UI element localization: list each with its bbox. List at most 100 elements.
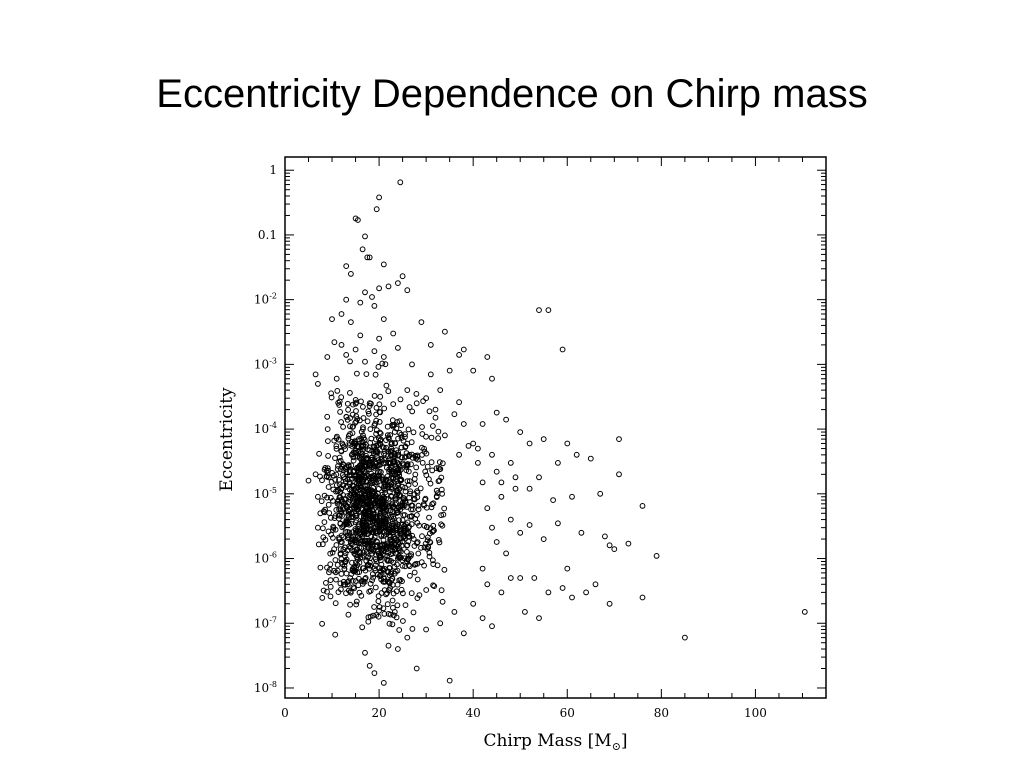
data-point: [381, 566, 388, 572]
data-point: [397, 396, 404, 403]
data-point: [401, 512, 408, 518]
data-point: [362, 567, 369, 574]
data-point: [639, 594, 646, 601]
data-point: [408, 590, 415, 597]
data-point: [374, 571, 381, 578]
data-point: [398, 431, 405, 438]
data-point: [517, 529, 524, 536]
data-point: [334, 388, 341, 394]
data-point: [369, 529, 375, 535]
data-point: [433, 487, 440, 494]
data-point: [384, 464, 390, 471]
data-point: [427, 371, 434, 378]
data-point: [357, 299, 364, 306]
data-point: [387, 432, 394, 438]
data-point: [348, 271, 354, 277]
data-point: [400, 618, 406, 624]
data-point: [409, 451, 415, 458]
data-point: [367, 580, 374, 587]
data-point: [395, 646, 401, 652]
data-point: [430, 500, 437, 507]
x-tick-labels: 0 20 40 60 80 100: [281, 706, 767, 720]
data-point: [389, 520, 396, 527]
data-point: [408, 551, 415, 558]
data-point: [398, 476, 405, 483]
data-point: [409, 361, 415, 368]
data-point: [479, 615, 486, 621]
data-point: [367, 426, 374, 433]
data-point: [399, 483, 406, 490]
data-point: [373, 520, 380, 527]
data-point: [367, 439, 374, 446]
data-point: [540, 436, 547, 443]
data-point: [333, 576, 339, 583]
data-point: [393, 537, 400, 543]
data-point: [403, 504, 410, 510]
data-point: [366, 254, 373, 261]
data-point: [341, 565, 348, 572]
data-point: [438, 512, 445, 519]
data-point: [385, 611, 392, 617]
x-tick-label: 80: [654, 706, 669, 720]
data-point: [331, 546, 338, 553]
data-point: [435, 537, 442, 543]
x-tick-label: 0: [281, 706, 289, 720]
data-point: [396, 627, 403, 633]
data-point: [341, 581, 347, 588]
data-point: [389, 597, 396, 604]
data-point: [383, 591, 389, 598]
data-point: [361, 514, 367, 520]
data-point: [377, 430, 384, 437]
data-point: [438, 474, 445, 481]
data-point: [352, 447, 359, 454]
data-point: [359, 581, 366, 587]
data-point: [372, 420, 379, 427]
data-point: [437, 620, 444, 627]
data-point: [336, 398, 343, 405]
data-point: [333, 445, 340, 452]
data-point: [363, 531, 370, 538]
data-point: [404, 440, 411, 447]
data-point: [498, 493, 505, 500]
data-point: [356, 480, 363, 487]
data-point: [340, 461, 347, 468]
data-point: [564, 440, 571, 447]
data-point: [389, 575, 396, 582]
data-point: [362, 233, 368, 240]
data-point: [414, 539, 421, 545]
data-point: [390, 559, 397, 566]
data-point: [325, 438, 331, 445]
data-point: [343, 556, 350, 563]
data-point: [374, 447, 380, 454]
data-point: [410, 609, 417, 616]
x-tick-label: 100: [744, 706, 767, 720]
data-point: [398, 422, 405, 429]
data-point: [555, 460, 561, 466]
data-point: [414, 520, 421, 526]
data-point: [419, 459, 426, 466]
data-point: [440, 511, 447, 518]
data-point: [320, 508, 327, 515]
data-point: [359, 464, 366, 471]
data-point: [380, 477, 386, 483]
data-point: [373, 513, 380, 520]
data-point: [616, 471, 622, 478]
data-point: [536, 615, 542, 621]
data-point: [349, 529, 356, 535]
data-point: [355, 464, 362, 471]
data-point: [343, 352, 350, 358]
data-point: [372, 449, 379, 456]
data-point: [389, 542, 395, 548]
data-point: [371, 565, 378, 572]
slide-title: Eccentricity Dependence on Chirp mass: [156, 72, 868, 116]
data-point: [402, 484, 409, 491]
data-point: [315, 524, 321, 531]
data-point: [349, 430, 356, 437]
data-point: [349, 577, 356, 584]
data-point: [392, 535, 399, 542]
data-point: [364, 254, 371, 261]
data-point: [352, 397, 359, 403]
data-point: [364, 562, 371, 569]
data-point: [399, 273, 406, 280]
data-point: [348, 488, 355, 495]
